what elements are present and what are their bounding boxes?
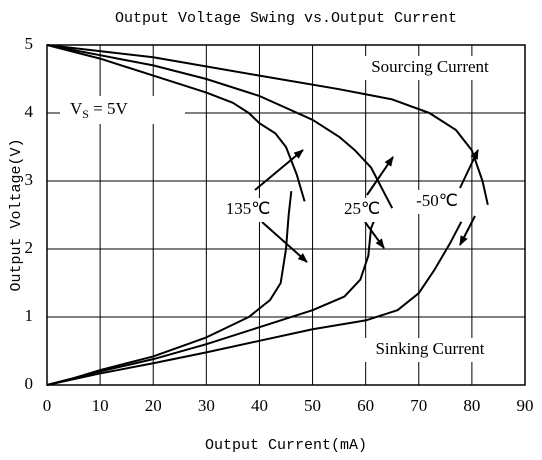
y-tick-label: 1 [25,306,34,325]
y-tick-label: 3 [25,170,34,189]
arrow [254,149,304,191]
x-tick-label: 70 [410,396,427,415]
x-tick-label: 40 [251,396,268,415]
y-tick-label: 2 [25,238,34,257]
x-tick-label: 60 [357,396,374,415]
x-tick-label: 30 [198,396,215,415]
supply-v: V [70,99,83,118]
series-line [46,44,489,206]
series-line [46,44,306,202]
arrow [366,156,394,196]
arrow [364,221,385,249]
x-tick-label: 0 [43,396,52,415]
temp-label: -50℃ [416,191,458,210]
x-axis-label: Output Current(mA) [205,437,367,454]
plot-frame [46,44,526,386]
y-tick-label: 4 [25,102,34,121]
chart-title: Output Voltage Swing vs.Output Current [115,10,457,27]
label-bg [220,198,276,222]
supply-sub: S [82,107,89,121]
label-bg [338,338,520,362]
supply-label: VS = 5V [70,99,129,121]
x-tick-label: 80 [463,396,480,415]
supply-suffix: = 5V [89,99,129,118]
x-tick-label: 50 [304,396,321,415]
temp-label: 135℃ [226,199,271,218]
y-axis-label: Output Voltage(V) [8,138,25,291]
label-bg [60,96,185,124]
temp-label: 25℃ [344,199,380,218]
annotations: Sourcing Current Sinking Current VS = 5V… [60,56,520,362]
series-line [46,214,378,386]
plot-area: 0 10 20 30 40 50 60 70 80 90 0 1 2 3 4 5 [25,34,534,415]
label-bg [406,190,468,214]
sinking-label: Sinking Current [375,339,484,358]
series-line [46,221,463,386]
label-bg [338,56,520,80]
x-tick-label: 90 [517,396,534,415]
y-tick-label: 0 [25,374,34,393]
x-tick-label: 20 [145,396,162,415]
arrow [459,149,479,189]
y-tick-label: 5 [25,34,34,53]
label-bg [338,198,386,222]
series-line [46,44,394,209]
arrow [261,221,308,263]
arrow [459,215,476,246]
sourcing-label: Sourcing Current [371,57,489,76]
x-tick-label: 10 [92,396,109,415]
